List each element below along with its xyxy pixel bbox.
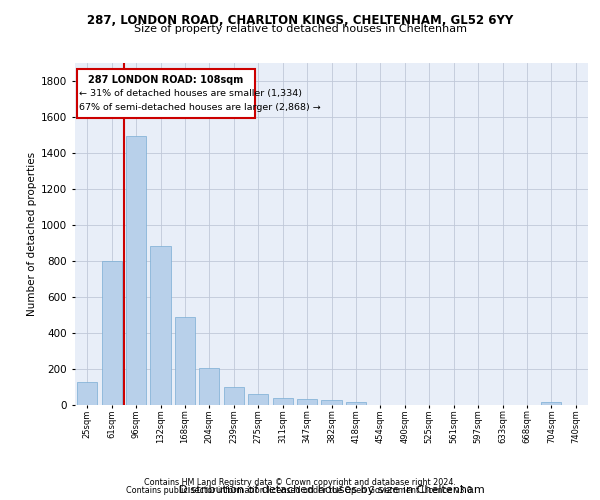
Bar <box>248 394 268 405</box>
Bar <box>199 368 220 405</box>
Bar <box>77 382 97 405</box>
Bar <box>272 398 293 405</box>
Text: Size of property relative to detached houses in Cheltenham: Size of property relative to detached ho… <box>133 24 467 34</box>
Bar <box>151 246 170 405</box>
Text: 287 LONDON ROAD: 108sqm: 287 LONDON ROAD: 108sqm <box>88 74 244 85</box>
Text: 287, LONDON ROAD, CHARLTON KINGS, CHELTENHAM, GL52 6YY: 287, LONDON ROAD, CHARLTON KINGS, CHELTE… <box>87 14 513 26</box>
Bar <box>541 402 562 405</box>
Bar <box>297 398 317 405</box>
Bar <box>322 400 341 405</box>
X-axis label: Distribution of detached houses by size in Cheltenham: Distribution of detached houses by size … <box>179 485 484 495</box>
Text: 67% of semi-detached houses are larger (2,868) →: 67% of semi-detached houses are larger (… <box>79 103 321 112</box>
Text: Contains HM Land Registry data © Crown copyright and database right 2024.: Contains HM Land Registry data © Crown c… <box>144 478 456 487</box>
Text: Contains public sector information licensed under the Open Government Licence v3: Contains public sector information licen… <box>126 486 474 495</box>
Bar <box>175 316 195 405</box>
Bar <box>224 387 244 405</box>
Bar <box>101 261 122 405</box>
Bar <box>126 136 146 405</box>
Bar <box>77 69 255 118</box>
Y-axis label: Number of detached properties: Number of detached properties <box>27 152 37 316</box>
Bar <box>346 402 366 405</box>
Text: ← 31% of detached houses are smaller (1,334): ← 31% of detached houses are smaller (1,… <box>79 89 302 98</box>
